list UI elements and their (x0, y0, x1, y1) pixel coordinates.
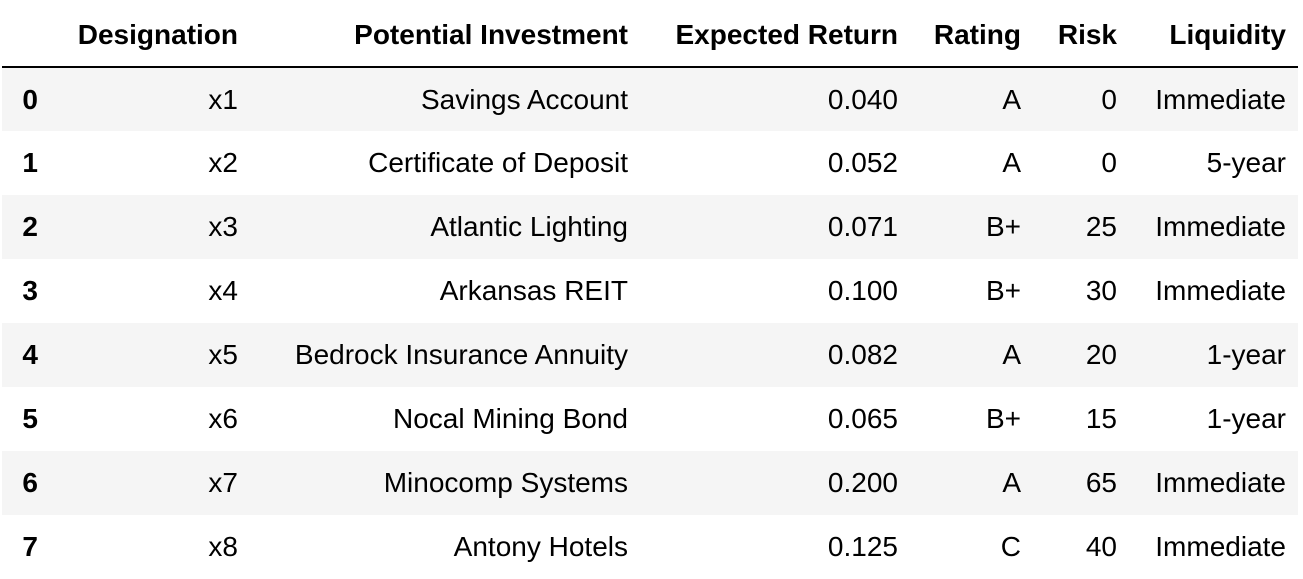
table-header: Designation Potential Investment Expecte… (2, 4, 1298, 68)
header-risk: Risk (1033, 4, 1129, 68)
cell-risk: 20 (1085, 339, 1117, 370)
cell-rating: A (1002, 339, 1021, 370)
cell-expected-return: 0.200 (827, 467, 898, 498)
cell-risk: 0 (1101, 147, 1117, 178)
cell-risk: 40 (1085, 531, 1117, 562)
cell-liquidity: Immediate (1155, 275, 1286, 306)
cell-liquidity: 1-year (1206, 339, 1286, 370)
cell-investment: Antony Hotels (453, 531, 628, 562)
cell-liquidity: Immediate (1155, 211, 1286, 242)
cell-investment: Certificate of Deposit (368, 147, 628, 178)
cell-investment: Savings Account (420, 83, 628, 115)
cell-designation: x2 (208, 147, 238, 178)
cell-liquidity: Immediate (1155, 467, 1286, 498)
row-index: 7 (22, 531, 38, 562)
row-index: 4 (22, 339, 38, 370)
cell-rating: A (1002, 83, 1021, 115)
cell-risk: 15 (1085, 403, 1117, 434)
row-index: 2 (22, 211, 38, 242)
cell-risk: 25 (1085, 211, 1117, 242)
cell-expected-return: 0.100 (827, 275, 898, 306)
cell-designation: x6 (208, 403, 238, 434)
row-index: 3 (22, 275, 38, 306)
cell-rating: A (1002, 467, 1021, 498)
cell-expected-return: 0.065 (827, 403, 898, 434)
cell-designation: x5 (208, 339, 238, 370)
table-row: 3 x4 Arkansas REIT 0.100 B+ 30 Immediate (2, 259, 1298, 323)
cell-risk: 30 (1085, 275, 1117, 306)
cell-liquidity: Immediate (1155, 531, 1286, 562)
cell-designation: x7 (208, 467, 238, 498)
cell-designation: x4 (208, 275, 238, 306)
cell-liquidity: Immediate (1155, 83, 1286, 115)
cell-designation: x1 (208, 83, 238, 115)
cell-expected-return: 0.052 (827, 147, 898, 178)
cell-rating: C (1000, 531, 1021, 562)
cell-risk: 0 (1101, 83, 1117, 115)
row-index: 0 (22, 83, 38, 115)
header-designation: Designation (50, 4, 250, 68)
table-body: 0 x1 Savings Account 0.040 A 0 Immediate… (2, 67, 1298, 579)
cell-investment: Minocomp Systems (383, 467, 628, 498)
header-potential-investment: Potential Investment (250, 4, 640, 68)
cell-expected-return: 0.125 (827, 531, 898, 562)
table-row: 1 x2 Certificate of Deposit 0.052 A 0 5-… (2, 131, 1298, 195)
cell-designation: x8 (208, 531, 238, 562)
header-liquidity: Liquidity (1129, 4, 1298, 68)
cell-investment: Arkansas REIT (439, 275, 628, 306)
row-index: 5 (22, 403, 38, 434)
cell-expected-return: 0.071 (827, 211, 898, 242)
table-row: 0 x1 Savings Account 0.040 A 0 Immediate (2, 67, 1298, 131)
header-expected-return: Expected Return (640, 4, 910, 68)
header-row: Designation Potential Investment Expecte… (2, 4, 1298, 68)
cell-investment: Nocal Mining Bond (392, 403, 628, 434)
cell-risk: 65 (1085, 467, 1117, 498)
cell-designation: x3 (208, 211, 238, 242)
cell-liquidity: 1-year (1206, 403, 1286, 434)
table-row: 2 x3 Atlantic Lighting 0.071 B+ 25 Immed… (2, 195, 1298, 259)
cell-rating: B+ (985, 403, 1021, 434)
cell-rating: B+ (985, 211, 1021, 242)
cell-expected-return: 0.040 (827, 83, 898, 115)
header-index (2, 4, 50, 68)
row-index: 1 (22, 147, 38, 178)
header-rating: Rating (910, 4, 1033, 68)
cell-investment: Atlantic Lighting (430, 211, 628, 242)
cell-rating: A (1002, 147, 1021, 178)
cell-rating: B+ (985, 275, 1021, 306)
investment-table: Designation Potential Investment Expecte… (2, 4, 1298, 579)
row-index: 6 (22, 467, 38, 498)
cell-liquidity: 5-year (1206, 147, 1286, 178)
table-row: 6 x7 Minocomp Systems 0.200 A 65 Immedia… (2, 451, 1298, 515)
cell-investment: Bedrock Insurance Annuity (294, 339, 628, 370)
table-row: 4 x5 Bedrock Insurance Annuity 0.082 A 2… (2, 323, 1298, 387)
cell-expected-return: 0.082 (827, 339, 898, 370)
table-row: 5 x6 Nocal Mining Bond 0.065 B+ 15 1-yea… (2, 387, 1298, 451)
table-row: 7 x8 Antony Hotels 0.125 C 40 Immediate (2, 515, 1298, 579)
